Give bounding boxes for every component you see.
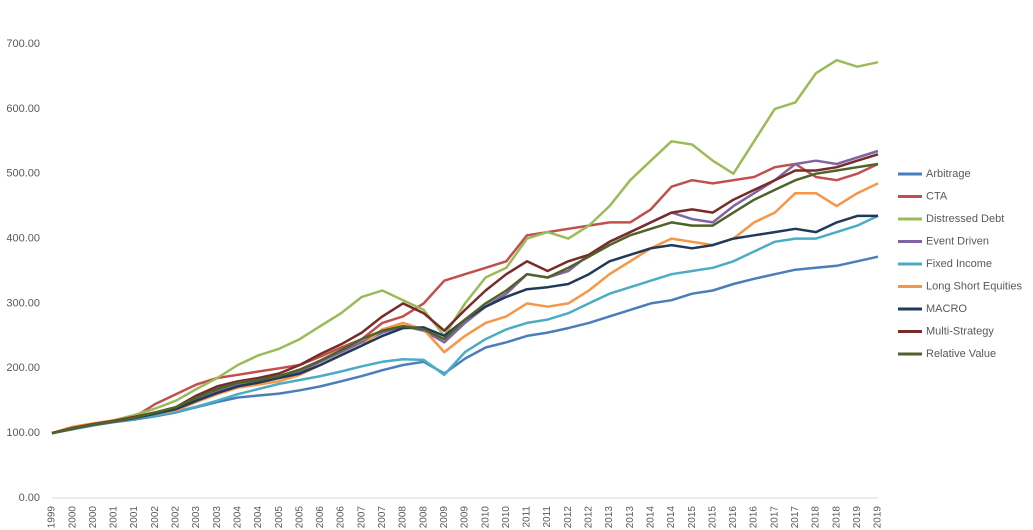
x-tick-label: 2006 (336, 506, 347, 529)
x-tick-label: 2019 (873, 506, 884, 529)
x-tick-label: 2015 (687, 506, 698, 529)
x-tick-label: 2010 (501, 506, 512, 529)
y-tick-label: 200.00 (6, 362, 40, 374)
series-line (51, 153, 879, 435)
x-tick-label: 2017 (769, 506, 780, 529)
y-tick-label: 100.00 (6, 427, 40, 439)
x-tick-label: 2002 (171, 506, 182, 529)
legend-label: Fixed Income (926, 258, 992, 270)
x-tick-label: 2008 (398, 506, 409, 529)
y-tick-label: 0.00 (19, 492, 40, 504)
x-tick-label: 2016 (749, 506, 760, 529)
x-tick-label: 2001 (129, 506, 140, 529)
x-tick-label: 2003 (191, 506, 202, 529)
x-tick-label: 2019 (852, 506, 863, 529)
legend-label: Long Short Equities (926, 280, 1023, 292)
x-tick-label: 2004 (232, 506, 243, 529)
series-line (51, 149, 879, 435)
legend-label: MACRO (926, 303, 967, 315)
x-tick-label: 2018 (811, 506, 822, 529)
x-tick-label: 2000 (67, 506, 78, 529)
x-tick-label: 2009 (439, 506, 450, 529)
x-tick-label: 2008 (418, 506, 429, 529)
legend-label: Multi-Strategy (926, 325, 994, 337)
x-tick-label: 2007 (356, 506, 367, 529)
x-tick-label: 2001 (109, 506, 120, 529)
x-tick-label: 2017 (790, 506, 801, 529)
x-tick-label: 2011 (542, 506, 553, 528)
x-tick-label: 1999 (47, 506, 58, 529)
x-tick-label: 2016 (728, 506, 739, 529)
x-tick-label: 2012 (563, 506, 574, 529)
x-tick-label: 2013 (625, 506, 636, 529)
x-tick-label: 2018 (831, 506, 842, 529)
x-tick-label: 2011 (522, 506, 533, 528)
x-tick-label: 2014 (666, 506, 677, 529)
series-line (51, 162, 879, 435)
x-tick-label: 2006 (315, 506, 326, 529)
legend-label: Distressed Debt (926, 213, 1004, 225)
x-tick-label: 2010 (480, 506, 491, 529)
x-tick-label: 2014 (645, 506, 656, 529)
x-tick-label: 2005 (294, 506, 305, 529)
x-tick-label: 2012 (584, 506, 595, 529)
series-line (51, 58, 879, 435)
legend-label: Arbitrage (926, 168, 971, 180)
x-tick-label: 2015 (707, 506, 718, 529)
x-tick-label: 2013 (604, 506, 615, 529)
series-line (51, 162, 879, 435)
x-tick-label: 2003 (212, 506, 223, 529)
legend-label: Event Driven (926, 235, 989, 247)
legend-label: Relative Value (926, 348, 996, 360)
y-tick-label: 300.00 (6, 297, 40, 309)
y-tick-label: 600.00 (6, 103, 40, 115)
x-tick-label: 2007 (377, 506, 388, 529)
x-tick-label: 2004 (253, 506, 264, 529)
legend-label: CTA (926, 190, 948, 202)
series-line (51, 214, 879, 435)
x-tick-label: 2002 (150, 506, 161, 529)
y-tick-label: 700.00 (6, 38, 40, 50)
x-tick-label: 2005 (274, 506, 285, 529)
y-tick-label: 400.00 (6, 232, 40, 244)
x-tick-label: 2000 (88, 506, 99, 529)
x-tick-label: 2009 (460, 506, 471, 529)
y-tick-label: 500.00 (6, 168, 40, 180)
